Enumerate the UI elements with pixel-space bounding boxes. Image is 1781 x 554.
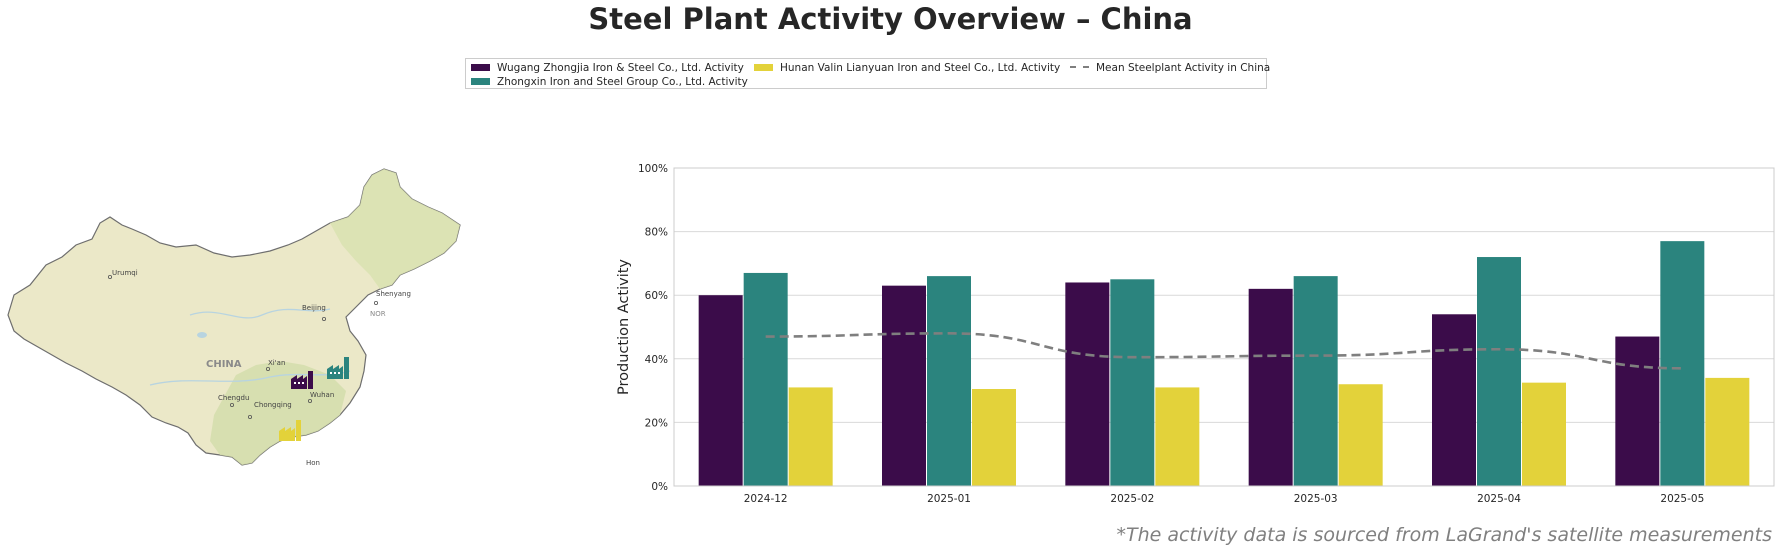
x-tick-label: 2025-01 <box>927 493 971 505</box>
city-shenyang: Shenyang <box>373 290 411 305</box>
map-label-hon: Hon <box>306 459 320 467</box>
legend-item-wugang: Wugang Zhongjia Iron & Steel Co., Ltd. A… <box>471 62 744 74</box>
city-chengdu: Chengdu <box>218 394 249 407</box>
bar <box>1660 241 1705 486</box>
legend-item-zhongxin: Zhongxin Iron and Steel Group Co., Ltd. … <box>471 76 748 88</box>
bar <box>1615 336 1660 486</box>
mean-activity-line <box>765 332 1683 370</box>
bar <box>788 387 833 486</box>
legend-dash-mean <box>1070 66 1089 68</box>
legend-item-mean: Mean Steelplant Activity in China <box>1070 62 1270 74</box>
x-tick-label: 2025-05 <box>1660 493 1704 505</box>
y-tick-labels: 0% 20% 40% 60% 80% 100% <box>638 163 668 493</box>
north-forest-region <box>330 169 460 289</box>
grid-lines <box>674 167 1774 487</box>
city-chongqing: Chongqing <box>247 401 292 419</box>
legend-label-mean: Mean Steelplant Activity in China <box>1096 62 1271 74</box>
city-label-urumqi: Urumqi <box>112 269 138 277</box>
bar <box>972 389 1016 486</box>
x-tick-label: 2025-03 <box>1294 493 1338 505</box>
factory-icon <box>279 420 301 441</box>
city-label-wuhan: Wuhan <box>310 391 334 399</box>
bar <box>1293 276 1338 486</box>
legend-label-hunan: Hunan Valin Lianyuan Iron and Steel Co.,… <box>780 62 1061 74</box>
legend-item-hunan: Hunan Valin Lianyuan Iron and Steel Co.,… <box>754 62 1060 74</box>
map-country-label: CHINA <box>206 359 242 370</box>
plot-frame <box>673 167 1775 487</box>
activity-chart: 0% 20% 40% 60% 80% 100% 2024-12 2025-01 2025-02… <box>616 163 1775 505</box>
river-yangtze <box>149 370 351 386</box>
factory-icon <box>327 357 349 379</box>
bar <box>1338 384 1383 486</box>
y-tick-label: 40% <box>645 354 668 366</box>
city-label-beijing: Beijing <box>302 304 326 312</box>
city-urumqi: Urumqi <box>108 269 138 280</box>
city-wuhan: Wuhan <box>307 391 334 403</box>
y-tick-label: 80% <box>645 227 668 239</box>
y-tick-label: 100% <box>638 163 668 175</box>
bar <box>1155 387 1200 486</box>
bar <box>1248 288 1293 486</box>
city-label-shenyang: Shenyang <box>376 290 411 298</box>
bar <box>882 285 926 486</box>
bar <box>927 276 971 486</box>
y-tick-label: 60% <box>645 290 668 302</box>
y-tick-label: 0% <box>651 481 668 493</box>
mean-line-layer <box>765 332 1683 370</box>
bar <box>1065 282 1110 486</box>
city-label-xian: Xi'an <box>268 359 285 367</box>
legend-swatch-hunan <box>754 63 773 71</box>
bar <box>698 295 743 486</box>
legend-swatch-wugang <box>471 63 490 71</box>
bar <box>1705 377 1750 486</box>
bar <box>1522 382 1566 486</box>
x-tick-label: 2025-04 <box>1477 493 1521 505</box>
city-xian: Xi'an <box>265 359 285 371</box>
factory-icon <box>291 371 313 389</box>
city-beijing: Beijing <box>302 304 326 321</box>
city-label-chongqing: Chongqing <box>254 401 292 409</box>
bar <box>743 272 788 486</box>
river-yellow <box>189 308 331 319</box>
china-map: CHINA Urumqi Beijing Shenyang Xi'an Chen… <box>7 168 461 467</box>
bar <box>1110 279 1155 486</box>
y-axis-label: Production Activity <box>616 259 632 395</box>
x-tick-label: 2025-02 <box>1110 493 1154 505</box>
city-label-chengdu: Chengdu <box>218 394 249 402</box>
legend-label-wugang: Wugang Zhongjia Iron & Steel Co., Ltd. A… <box>497 62 744 74</box>
legend: Wugang Zhongjia Iron & Steel Co., Ltd. A… <box>465 58 1270 89</box>
y-tick-label: 20% <box>645 417 668 429</box>
footnote: *The activity data is sourced from LaGra… <box>1116 524 1772 546</box>
bar <box>1432 314 1476 486</box>
legend-label-zhongxin: Zhongxin Iron and Steel Group Co., Ltd. … <box>497 76 748 88</box>
map-label-nor: NOR <box>370 310 386 318</box>
bar <box>1477 257 1521 486</box>
lake-qinghai <box>197 332 207 338</box>
legend-swatch-zhongxin <box>471 77 490 85</box>
bars <box>698 241 1750 486</box>
x-tick-label: 2024-12 <box>744 493 788 505</box>
x-tick-labels: 2024-12 2025-01 2025-02 2025-03 2025-04 2025-… <box>744 493 1705 505</box>
chart-title: Steel Plant Activity Overview – China <box>588 2 1193 36</box>
